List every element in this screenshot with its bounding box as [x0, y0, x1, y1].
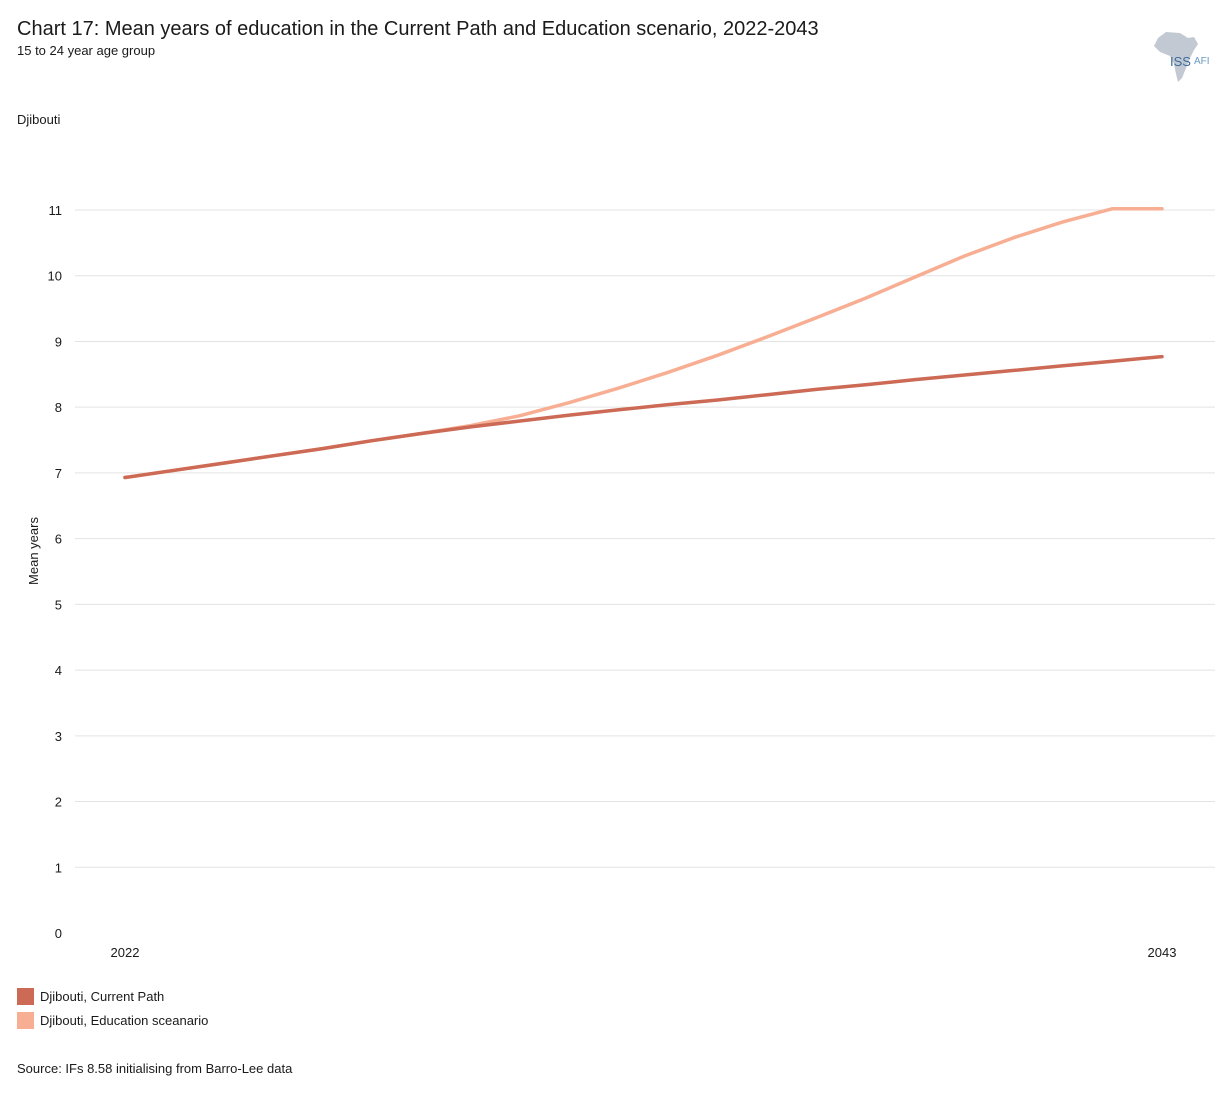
- y-tick-label: 4: [55, 663, 62, 678]
- legend: Djibouti, Current Path Djibouti, Educati…: [17, 984, 208, 1032]
- x-axis-ticks: 2022 2043: [111, 945, 1177, 960]
- legend-item-current-path[interactable]: Djibouti, Current Path: [17, 984, 208, 1008]
- series-lines: [123, 206, 1164, 480]
- logo-text: ISS: [1170, 54, 1191, 69]
- legend-label-education: Djibouti, Education sceanario: [40, 1012, 209, 1028]
- legend-label-current-path: Djibouti, Current Path: [40, 988, 165, 1004]
- legend-swatch-education: [17, 1011, 34, 1029]
- y-tick-label: 9: [55, 334, 62, 349]
- y-tick-label: 1: [55, 860, 62, 875]
- country-label: Djibouti: [17, 112, 61, 127]
- africa-map-icon: [1154, 32, 1198, 82]
- y-tick-label: 11: [49, 203, 63, 218]
- x-tick-label: 2043: [1148, 945, 1177, 960]
- y-tick-label: 10: [48, 269, 62, 284]
- y-tick-label: 0: [55, 926, 62, 941]
- y-axis-ticks: 0 1 2 3 4 5 6 7 8 9 10 11: [48, 203, 62, 941]
- y-tick-label: 3: [55, 729, 62, 744]
- chart-subtitle: 15 to 24 year age group: [17, 43, 156, 58]
- y-tick-label: 7: [55, 466, 62, 481]
- series-line-current-path: [123, 354, 1164, 480]
- source-note: Source: IFs 8.58 initialising from Barro…: [17, 1061, 293, 1076]
- y-tick-label: 8: [55, 400, 62, 415]
- series-line-education: [123, 206, 1164, 480]
- legend-item-education[interactable]: Djibouti, Education sceanario: [17, 1008, 208, 1032]
- y-tick-label: 6: [55, 532, 62, 547]
- legend-swatch-current-path: [17, 987, 34, 1005]
- grid-lines: [75, 209, 1215, 868]
- y-axis-label: Mean years: [26, 517, 41, 585]
- chart-title: Chart 17: Mean years of education in the…: [17, 18, 819, 40]
- y-tick-label: 5: [55, 597, 62, 612]
- x-tick-label: 2022: [111, 945, 140, 960]
- y-tick-label: 2: [55, 795, 62, 810]
- logo-sub-text: AFI: [1194, 56, 1210, 67]
- iss-logo: ISS AFI: [1150, 28, 1220, 84]
